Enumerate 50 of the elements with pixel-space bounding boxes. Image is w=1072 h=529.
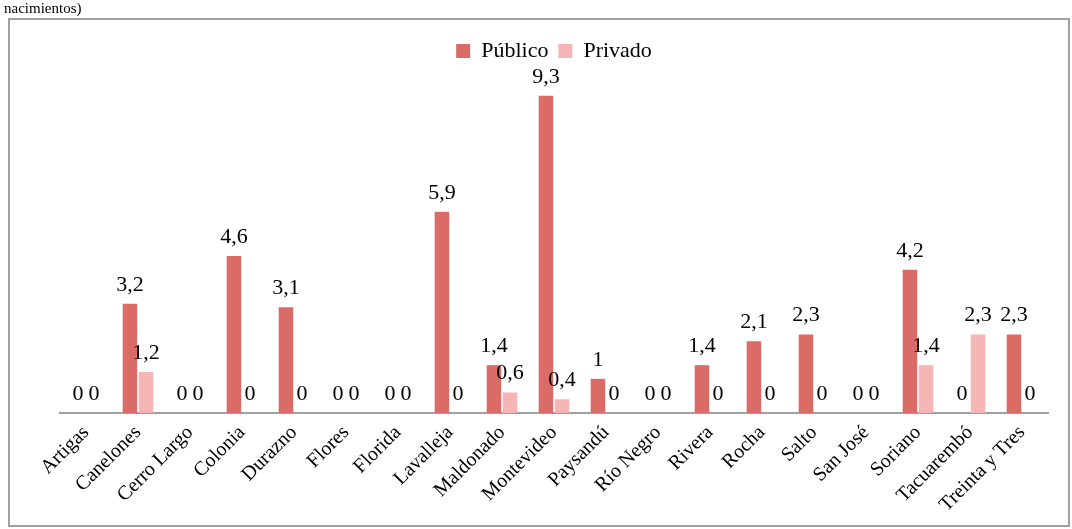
data-label: 0 <box>332 379 344 405</box>
bar <box>918 365 934 413</box>
data-label: 0 <box>1024 379 1036 405</box>
data-label: 0 <box>72 379 84 405</box>
data-label: 0 <box>384 379 396 405</box>
data-label: 0 <box>452 379 464 405</box>
legend-label: Público <box>481 36 549 62</box>
data-label: 0 <box>296 379 308 405</box>
data-label: 0 <box>608 379 620 405</box>
data-label: 3,2 <box>116 270 144 296</box>
bar <box>590 378 606 413</box>
data-label: 4,2 <box>896 236 924 262</box>
bar <box>434 211 450 413</box>
data-label: 0 <box>764 379 776 405</box>
data-label: 0 <box>644 379 656 405</box>
bar <box>746 341 762 413</box>
bar <box>278 307 294 413</box>
data-label: 1,4 <box>688 331 716 357</box>
legend-label: Privado <box>583 36 652 62</box>
chart-title: nacimientos) <box>4 0 82 16</box>
bar <box>1006 334 1022 413</box>
data-label: 2,3 <box>964 301 992 327</box>
data-label: 0 <box>956 379 968 405</box>
data-label: 0 <box>868 379 880 405</box>
data-label: 2,3 <box>1000 301 1028 327</box>
data-label: 2,3 <box>792 301 820 327</box>
data-label: 1 <box>592 345 604 371</box>
data-label: 4,6 <box>220 222 248 248</box>
bar <box>694 365 710 413</box>
data-label: 2,1 <box>740 308 768 334</box>
data-label: 0 <box>816 379 828 405</box>
bar <box>970 334 986 413</box>
data-label: 1,4 <box>480 331 508 357</box>
data-label: 9,3 <box>532 62 560 88</box>
bar <box>226 256 242 413</box>
data-label: 0 <box>660 379 672 405</box>
data-label: 0 <box>852 379 864 405</box>
data-label: 0 <box>348 379 360 405</box>
data-label: 5,9 <box>428 178 456 204</box>
bar <box>502 392 518 413</box>
data-label: 0 <box>192 379 204 405</box>
data-label: 3,1 <box>272 274 300 300</box>
data-label: 0 <box>244 379 256 405</box>
bar <box>138 372 154 413</box>
bar <box>798 334 814 413</box>
data-label: 0 <box>88 379 100 405</box>
data-label: 0 <box>712 379 724 405</box>
data-label: 0 <box>400 379 412 405</box>
bar <box>554 399 570 413</box>
data-label: 0 <box>176 379 188 405</box>
